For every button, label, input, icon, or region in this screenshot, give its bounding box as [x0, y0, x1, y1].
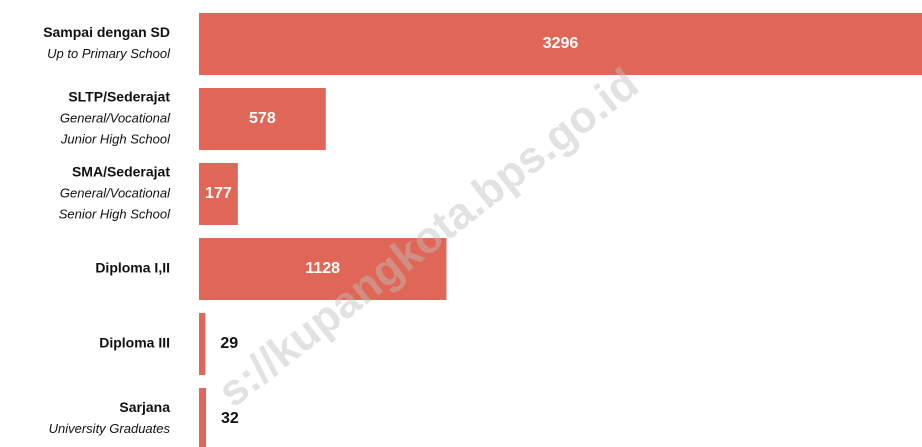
category-subtitle: University Graduates — [49, 421, 171, 436]
bar — [199, 238, 447, 300]
category-label: Sarjana — [119, 399, 170, 415]
value-label: 29 — [220, 335, 238, 352]
bar — [199, 163, 238, 225]
value-label: 1128 — [305, 260, 340, 277]
category-subtitle: General/Vocational — [60, 185, 171, 200]
category-label: Diploma III — [99, 335, 170, 351]
category-subtitle: Junior High School — [60, 131, 171, 146]
value-label: 3296 — [543, 35, 579, 52]
category-label: Sampai dengan SD — [43, 24, 170, 40]
category-subtitle: General/Vocational — [60, 110, 171, 125]
bar — [199, 313, 206, 375]
category-subtitle: Senior High School — [59, 206, 171, 221]
bar — [199, 88, 326, 150]
value-label: 578 — [249, 110, 276, 127]
category-subtitle: Up to Primary School — [47, 46, 171, 61]
category-label: SMA/Sederajat — [72, 164, 170, 180]
value-label: 32 — [221, 410, 239, 427]
value-label: 177 — [205, 185, 232, 202]
bar — [199, 388, 207, 447]
bar — [199, 13, 922, 75]
category-label: Diploma I,II — [95, 260, 170, 276]
category-label: SLTP/Sederajat — [68, 89, 170, 105]
bars-layer: 3296 Sampai dengan SD Up to Primary School… — [43, 13, 922, 447]
